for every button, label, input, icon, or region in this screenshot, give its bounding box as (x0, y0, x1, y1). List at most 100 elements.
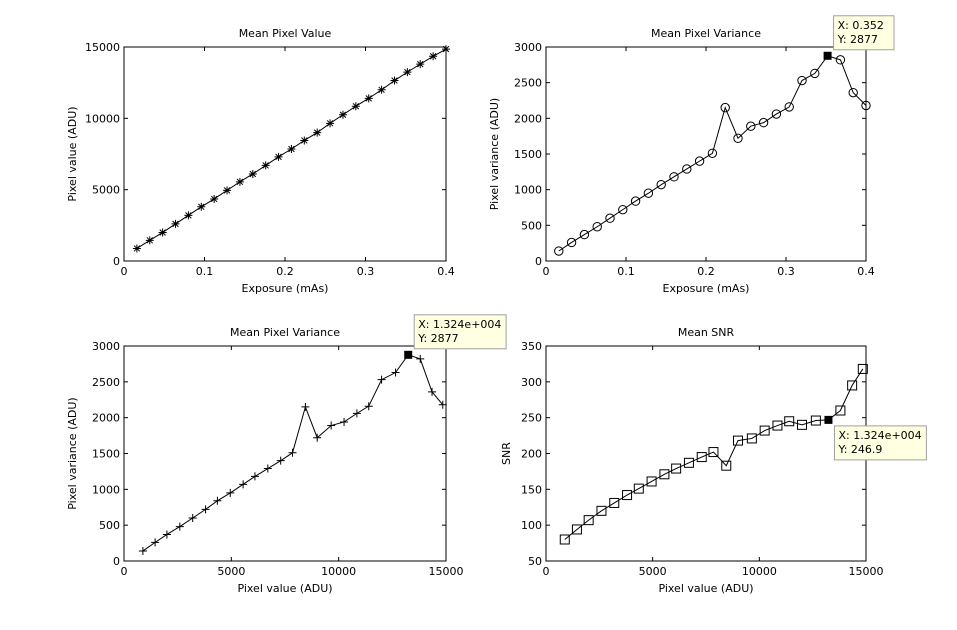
data-point (694, 156, 705, 166)
y-tick-label: 2500 (92, 376, 120, 389)
datatip-marker[interactable] (823, 51, 832, 60)
data-point (261, 161, 270, 170)
data-point (326, 119, 335, 128)
data-point (835, 405, 846, 416)
data-point (746, 433, 757, 444)
data-point (171, 219, 180, 228)
datatip-box (413, 314, 507, 350)
x-axis-label: Pixel value (ADU) (237, 582, 332, 595)
data-point (364, 402, 373, 411)
data-point (579, 229, 590, 240)
subplot-2: 0 0.1 0.2 0.3 0.4 0 500 1000 1500 2000 2500 3000 Mea… (488, 15, 895, 295)
y-tick-label: 50 (528, 555, 542, 568)
data-point (656, 179, 666, 190)
data-point (250, 472, 259, 481)
data-point (857, 363, 868, 374)
data-point (274, 152, 283, 161)
series-line (558, 55, 867, 252)
data-point (609, 497, 620, 508)
y-tick-label: 2500 (514, 77, 542, 90)
data-point (671, 463, 682, 474)
datatip-box (833, 425, 927, 461)
datatip-y-label: Y: 2877 (837, 33, 878, 46)
subplot-3: 0 5000 10000 15000 0 500 1000 1500 2000 2500 3000 M… (66, 314, 507, 595)
data-point (327, 421, 336, 430)
x-tick-label: 0 (543, 265, 550, 278)
data-point (646, 476, 657, 487)
data-point (683, 457, 694, 468)
data-point (596, 505, 607, 516)
data-point (630, 196, 641, 206)
data-point (554, 246, 564, 256)
y-tick-label: 10000 (85, 112, 120, 125)
y-tick-label: 1500 (514, 148, 542, 161)
data-point (287, 145, 296, 154)
data-point (784, 102, 794, 112)
data-point (175, 522, 184, 531)
data-point (835, 55, 846, 65)
data-point (438, 400, 447, 409)
data-point (669, 172, 679, 182)
y-tick-label: 350 (521, 340, 542, 353)
x-tick-label: 15000 (849, 565, 884, 578)
data-point (145, 236, 154, 245)
x-tick-label: 0.3 (357, 265, 375, 278)
datatip-x-label: X: 1.324e+004 (418, 318, 501, 331)
datatip-marker[interactable] (404, 350, 413, 359)
subplot-4: 0 5000 10000 15000 50 100 150 200 250 300 350 Mean … (500, 326, 927, 595)
y-tick-label: 300 (521, 376, 542, 389)
data-point (772, 420, 783, 431)
data-point (391, 368, 400, 377)
data-point (696, 452, 707, 463)
y-axis-label: Pixel value (ADU) (66, 106, 79, 201)
data-point (132, 244, 141, 253)
y-tick-label: 3000 (92, 340, 120, 353)
datatip-y-label: Y: 246.9 (837, 443, 882, 456)
data-point (223, 186, 232, 195)
data-point (847, 380, 858, 391)
data-point (592, 222, 602, 232)
datatip-y-label: Y: 2877 (417, 332, 458, 345)
y-tick-label: 250 (521, 412, 542, 425)
data-point (733, 133, 743, 144)
y-tick-label: 150 (521, 483, 542, 496)
y-tick-label: 0 (113, 255, 120, 268)
data-point (633, 483, 644, 494)
data-point (248, 169, 257, 178)
data-point (288, 448, 297, 457)
datatip-marker[interactable] (824, 415, 833, 424)
data-point (201, 505, 210, 514)
y-tick-label: 2000 (514, 112, 542, 125)
data-point (301, 402, 310, 411)
data-point (442, 45, 450, 54)
x-tick-label: 0.1 (617, 265, 635, 278)
y-axis-label: Pixel variance (ADU) (488, 98, 501, 210)
data-point (276, 456, 285, 465)
y-tick-label: 3000 (514, 41, 542, 54)
data-point (403, 68, 412, 77)
y-tick-label: 200 (521, 448, 542, 461)
chart-title: Mean Pixel Variance (651, 27, 761, 40)
y-tick-label: 0 (113, 555, 120, 568)
x-axis-label: Exposure (mAs) (242, 282, 329, 295)
x-axis-label: Exposure (mAs) (663, 282, 750, 295)
data-point (571, 524, 582, 535)
data-point (771, 109, 782, 119)
data-point (708, 447, 719, 458)
data-point (605, 213, 615, 223)
x-tick-label: 5000 (217, 565, 245, 578)
x-tick-label: 0 (121, 565, 128, 578)
data-point (340, 417, 349, 426)
data-point (566, 237, 577, 248)
data-point (622, 490, 633, 501)
data-point (618, 204, 628, 215)
data-point (848, 87, 858, 98)
datatip-x-label: X: 0.352 (838, 19, 884, 32)
data-point (720, 102, 730, 113)
data-point (158, 228, 167, 237)
data-point (428, 387, 437, 396)
data-point (197, 202, 206, 211)
